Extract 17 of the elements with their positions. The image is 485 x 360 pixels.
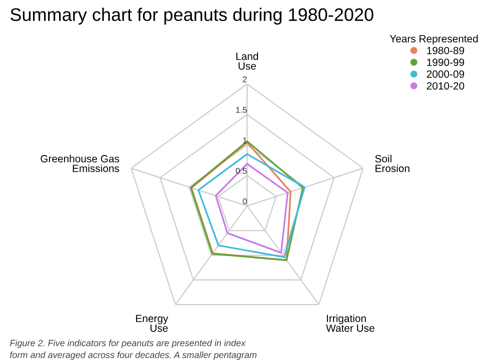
chart-title: Summary chart for peanuts during 1980-2020 [10,8,374,25]
y-tick-label: 0 [242,198,247,204]
y-tick-label: 2 [242,76,247,82]
spoke-label: Land Use [236,52,258,70]
spoke-label: Greenhouse Gas Emissions [40,154,120,172]
legend-label: 1980-89 [427,46,464,54]
caption: Figure 2. Five indicators for peanuts are presented in index [10,340,246,348]
legend-label: 2010-20 [426,82,464,90]
spoke-label: Irrigation Water Use [326,314,374,332]
text: form and averaged across four decades. A smaller pentagram [10,351,256,360]
y-tick-label: 1 [243,137,247,144]
spoke-label: Soil Erosion [375,154,410,172]
legend-title: Years Represented [390,34,478,44]
y-tick-label: 1.5 [236,106,247,113]
legend-label: 1990-99 [427,58,464,66]
legend-label: 2000-09 [426,70,464,78]
spoke-label: Energy Use [136,314,168,332]
